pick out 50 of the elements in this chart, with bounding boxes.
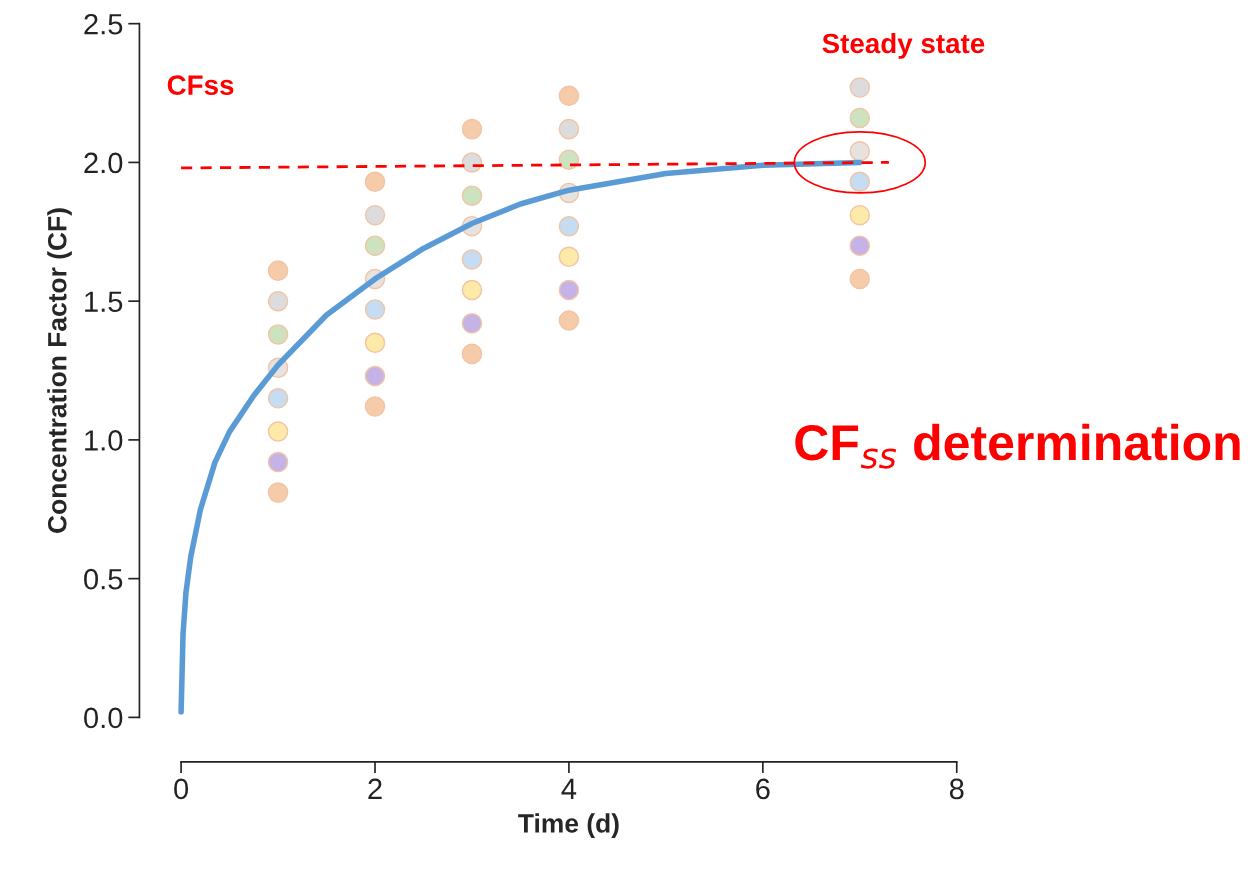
- point: [558, 279, 580, 301]
- x-tick-label: 4: [561, 778, 577, 799]
- point: [558, 215, 580, 237]
- point: [849, 141, 871, 162]
- point: [364, 235, 386, 256]
- point: [558, 85, 580, 107]
- point: [267, 324, 289, 345]
- point: [461, 185, 483, 206]
- point: [461, 313, 483, 334]
- point: [267, 290, 289, 312]
- point: [558, 149, 580, 170]
- y-tick-label: 2.0: [84, 152, 123, 174]
- point: [461, 279, 483, 301]
- point: [267, 260, 289, 281]
- point: [364, 332, 386, 354]
- y-tick-label: 1.5: [85, 291, 123, 313]
- point: [267, 388, 289, 409]
- point: [849, 268, 871, 290]
- point: [267, 421, 289, 442]
- point: [364, 396, 386, 417]
- y-axis-title: Concentration Factor (CF): [47, 208, 72, 533]
- point: [364, 365, 386, 387]
- point: [849, 204, 871, 226]
- y-tick-label: 0.5: [84, 568, 123, 590]
- point: [849, 171, 871, 193]
- point: [558, 310, 580, 331]
- y-tick-label: 2.5: [84, 13, 123, 35]
- annotation: CF$_{ss}$ determination: [795, 423, 1240, 469]
- point: [267, 482, 289, 503]
- point: [461, 343, 483, 365]
- annotation: CFss: [167, 75, 234, 95]
- point: [267, 451, 289, 473]
- point: [558, 246, 580, 268]
- point: [849, 77, 871, 98]
- point: [558, 118, 580, 140]
- point: [461, 118, 483, 140]
- point: [849, 235, 871, 256]
- x-tick-label: 6: [756, 778, 770, 800]
- x-axis-title: Time (d): [518, 813, 619, 838]
- y-tick-label: 1.0: [85, 430, 123, 451]
- x-tick-label: 8: [949, 778, 964, 800]
- point: [849, 107, 871, 129]
- y-tick-label: 0.0: [84, 707, 123, 729]
- x-tick-label: 2: [368, 778, 382, 799]
- point: [461, 249, 483, 270]
- point: [364, 299, 386, 320]
- point: [364, 171, 386, 193]
- point: [364, 204, 386, 226]
- annotation: Steady state: [822, 32, 985, 59]
- x-tick-label: 0: [174, 778, 189, 800]
